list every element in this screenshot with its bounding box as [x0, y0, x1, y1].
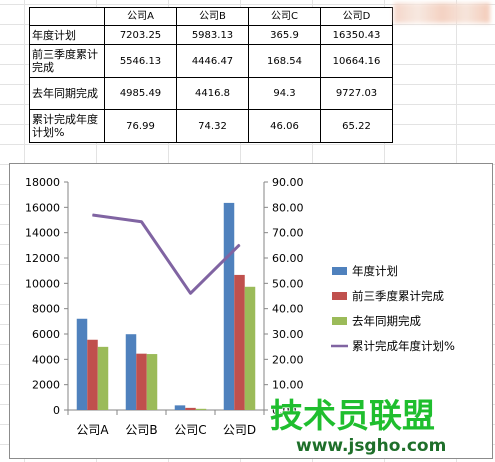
value-cell[interactable]: 16350.43: [320, 25, 393, 45]
legend-swatch: [332, 292, 347, 300]
right-tick-label: 50.00: [272, 277, 304, 290]
value-cell[interactable]: 76.99: [104, 109, 177, 143]
data-table: 公司A 公司B 公司C 公司D 年度计划 7203.25 5983.13 365…: [29, 7, 393, 143]
left-tick-label: 6000: [32, 328, 60, 341]
value-cell[interactable]: 7203.25: [104, 25, 177, 45]
left-tick-label: 16000: [25, 201, 60, 214]
header-cell[interactable]: 公司A: [104, 7, 177, 26]
line-point: [190, 292, 191, 294]
bar: [97, 346, 109, 410]
row-label-cell[interactable]: 去年同期完成: [29, 77, 105, 110]
value-cell[interactable]: 5983.13: [176, 25, 249, 45]
right-tick-label: 70.00: [272, 227, 304, 240]
value-cell[interactable]: 10664.16: [320, 44, 393, 78]
right-tick-label: 60.00: [272, 252, 304, 265]
value-cell[interactable]: 46.06: [248, 109, 321, 143]
value-cell[interactable]: 65.22: [320, 109, 393, 143]
header-cell[interactable]: 公司C: [248, 7, 321, 26]
legend-label: 累计完成年度计划%: [352, 339, 455, 353]
value-cell[interactable]: 168.54: [248, 44, 321, 78]
right-tick-label: 40.00: [272, 303, 304, 316]
table-row: 前三季度累计完成 5546.13 4446.47 168.54 10664.16: [29, 44, 393, 78]
row-label-cell[interactable]: 前三季度累计完成: [29, 44, 105, 78]
left-tick-label: 12000: [25, 252, 60, 265]
bar: [76, 318, 88, 410]
value-cell[interactable]: 4985.49: [104, 77, 177, 110]
value-cell[interactable]: 4446.47: [176, 44, 249, 78]
left-tick-label: 14000: [25, 227, 60, 240]
category-label: 公司A: [76, 423, 109, 437]
value-cell[interactable]: 4416.8: [176, 77, 249, 110]
legend-swatch: [332, 267, 347, 275]
left-tick-label: 18000: [25, 176, 60, 189]
right-y-axis: 0.00 10.00 20.00 30.00 40.00 50.00 60.00 70.00 8…: [263, 176, 304, 417]
category-label: 公司D: [223, 423, 256, 437]
bar: [87, 339, 98, 410]
watermark-logo: 技术员联盟 www.jsgho.com: [269, 395, 446, 456]
legend-label: 前三季度累计完成: [352, 289, 444, 303]
bar: [146, 354, 158, 410]
left-tick-label: 0: [53, 404, 60, 417]
table-row: 累计完成年度计划% 76.99 74.32 46.06 65.22: [29, 109, 393, 143]
value-cell[interactable]: 5546.13: [104, 44, 177, 78]
bar: [234, 274, 245, 410]
bar: [195, 408, 207, 410]
legend-swatch: [332, 317, 347, 325]
value-cell[interactable]: 94.3: [248, 77, 321, 110]
left-tick-label: 4000: [32, 353, 60, 366]
category-label: 公司C: [174, 423, 206, 437]
right-tick-label: 0.00: [272, 404, 297, 417]
table-row: 去年同期完成 4985.49 4416.8 94.3 9727.03: [29, 77, 393, 110]
right-tick-label: 80.00: [272, 201, 304, 214]
legend-label: 去年同期完成: [352, 314, 421, 328]
header-cell[interactable]: [29, 7, 105, 26]
bar: [244, 286, 256, 410]
combo-chart: 0 2000 4000 6000 8000 10000 12000 14000 16000 180…: [25, 176, 455, 437]
bar: [223, 202, 235, 410]
bar-series-group: [76, 202, 256, 410]
left-tick-label: 8000: [32, 303, 60, 316]
left-y-axis: 0 2000 4000 6000 8000 10000 12000 14000 16000 180…: [25, 176, 69, 417]
legend-label: 年度计划: [352, 264, 398, 278]
category-label: 公司B: [125, 423, 157, 437]
table-row: 年度计划 7203.25 5983.13 365.9 16350.43: [29, 25, 393, 45]
line-series: [92, 213, 241, 295]
value-cell[interactable]: 9727.03: [320, 77, 393, 110]
bar: [125, 334, 137, 410]
right-tick-label: 20.00: [272, 353, 304, 366]
bar: [185, 407, 196, 410]
watermark-url: www.jsgho.com: [296, 436, 446, 456]
header-cell[interactable]: 公司B: [176, 7, 249, 26]
row-label-cell[interactable]: 累计完成年度计划%: [29, 109, 105, 143]
right-tick-label: 30.00: [272, 328, 304, 341]
row-label-cell[interactable]: 年度计划: [29, 25, 105, 45]
table-header-row: 公司A 公司B 公司C 公司D: [29, 7, 393, 26]
line-point: [239, 244, 240, 246]
chart-area[interactable]: 0 2000 4000 6000 8000 10000 12000 14000 16000 180…: [9, 163, 493, 459]
left-tick-label: 10000: [25, 277, 60, 290]
line-series-group: [92, 213, 241, 295]
value-cell[interactable]: 365.9: [248, 25, 321, 45]
line-point: [141, 221, 142, 223]
blurred-header-area: [394, 3, 490, 23]
header-cell[interactable]: 公司D: [320, 7, 393, 26]
right-tick-label: 10.00: [272, 379, 304, 392]
bar: [136, 353, 147, 410]
bar: [174, 405, 186, 410]
left-tick-label: 2000: [32, 379, 60, 392]
watermark-title: 技术员联盟: [270, 396, 435, 435]
x-axis: 公司A 公司B 公司C 公司D: [67, 409, 265, 437]
line-point: [92, 214, 93, 216]
value-cell[interactable]: 74.32: [176, 109, 249, 143]
right-tick-label: 90.00: [272, 176, 304, 189]
